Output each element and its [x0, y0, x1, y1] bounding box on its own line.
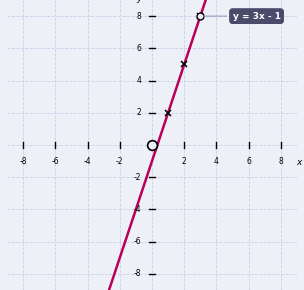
Text: -6: -6 — [134, 237, 142, 246]
Text: -2: -2 — [134, 173, 142, 182]
Text: -6: -6 — [51, 157, 59, 166]
Text: -8: -8 — [19, 157, 27, 166]
Text: -4: -4 — [84, 157, 92, 166]
Text: x: x — [296, 158, 301, 167]
Text: 6: 6 — [246, 157, 251, 166]
Text: -4: -4 — [134, 205, 142, 214]
Text: 8: 8 — [137, 12, 142, 21]
Text: y: y — [136, 0, 142, 3]
Text: 4: 4 — [137, 76, 142, 85]
Text: -2: -2 — [116, 157, 123, 166]
Text: 2: 2 — [137, 108, 142, 117]
Text: -8: -8 — [134, 269, 142, 278]
Text: 4: 4 — [214, 157, 219, 166]
Text: y = 3x - 1: y = 3x - 1 — [203, 12, 281, 21]
Text: 8: 8 — [278, 157, 283, 166]
Text: 2: 2 — [182, 157, 187, 166]
Text: 6: 6 — [137, 44, 142, 53]
